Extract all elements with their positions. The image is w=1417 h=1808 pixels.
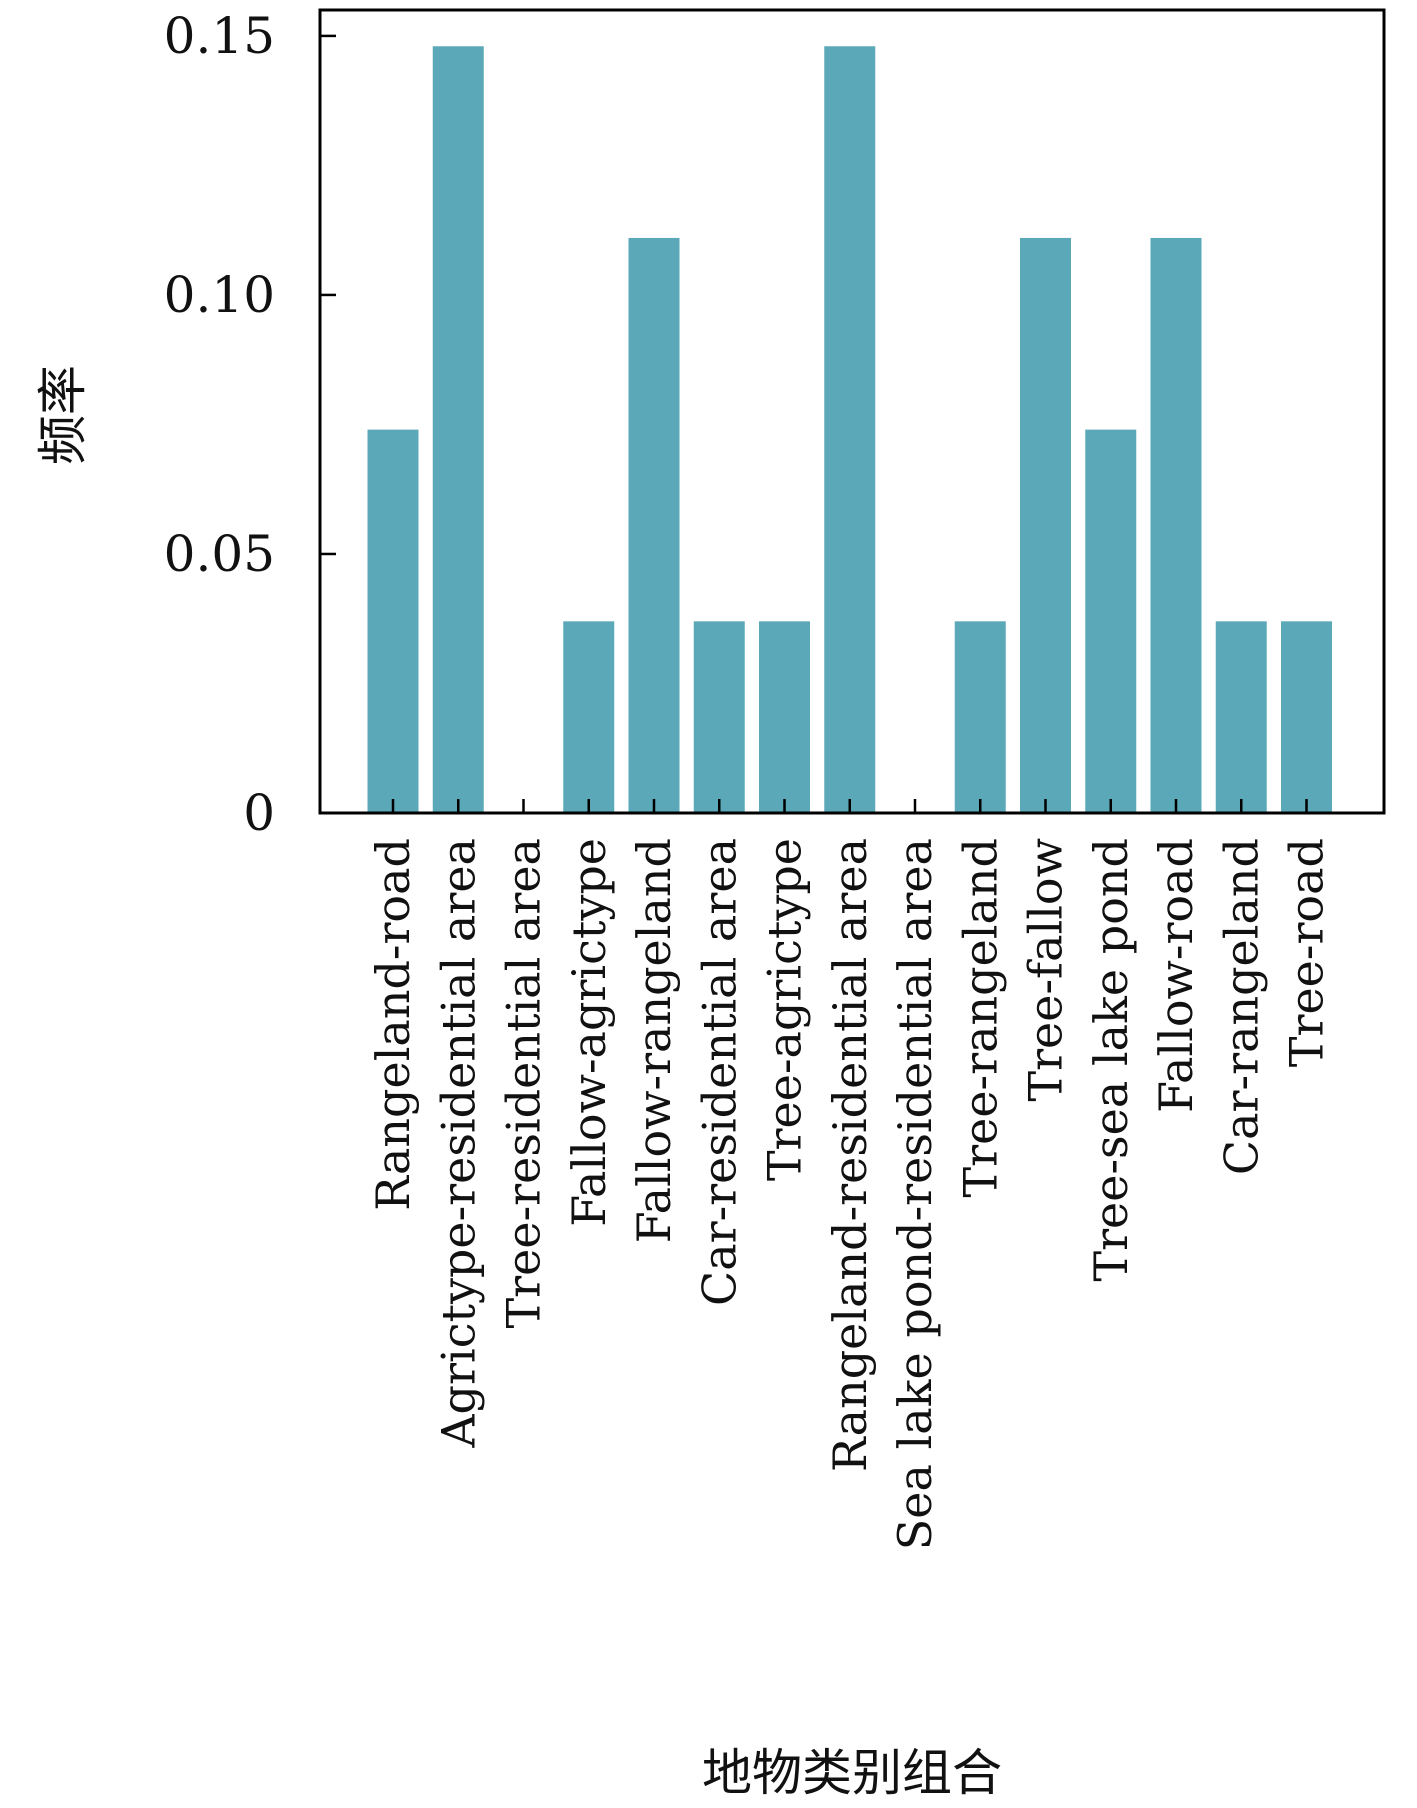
bar-13 — [1215, 621, 1267, 813]
x-tick-label-1: Agrictype-residential area — [431, 838, 485, 1449]
bar-10 — [1020, 237, 1071, 813]
bar-14 — [1281, 621, 1332, 813]
x-tick-label-13: Car-rangeland — [1214, 838, 1268, 1175]
bar-9 — [954, 621, 1006, 813]
plot-frame — [318, 8, 1386, 815]
bar-11 — [1085, 429, 1137, 813]
x-axis-title: 地物类别组合 — [702, 1744, 1002, 1802]
x-axis: Rangeland-road Agrictype-residential area… — [366, 799, 1334, 1550]
x-tick-label-4: Fallow-rangeland — [627, 838, 681, 1243]
x-tick-label-3: Fallow-agrictype — [562, 838, 616, 1227]
x-tick-label-14: Tree-road — [1280, 838, 1334, 1067]
bars-group — [367, 46, 1332, 813]
x-tick-label-11: Tree-sea lake pond — [1084, 838, 1138, 1282]
x-tick-label-12: Fallow-road — [1149, 838, 1203, 1113]
y-tick-label-3: 0.15 — [164, 7, 275, 65]
y-tick-label-0: 0 — [243, 784, 275, 842]
y-tick-label-2: 0.10 — [164, 266, 275, 324]
bar-3 — [563, 621, 615, 813]
x-tick-label-9: Tree-rangeland — [953, 838, 1007, 1198]
bar-12 — [1150, 237, 1202, 813]
bar-7 — [824, 46, 876, 813]
y-tick-label-1: 0.05 — [164, 525, 275, 583]
bar-6 — [759, 621, 810, 813]
y-axis-title: 频率 — [34, 365, 92, 465]
x-tick-label-5: Car-residential area — [692, 838, 746, 1306]
bar-5 — [693, 621, 745, 813]
bar-0 — [367, 429, 419, 813]
x-tick-label-6: Tree-agrictype — [758, 838, 812, 1181]
x-tick-label-7: Rangeland-residential area — [823, 838, 877, 1472]
y-axis: 0 0.05 0.10 0.15 — [164, 7, 336, 842]
x-tick-label-10: Tree-fallow — [1019, 838, 1073, 1102]
bar-4 — [628, 237, 680, 813]
x-tick-label-0: Rangeland-road — [366, 838, 420, 1211]
bar-1 — [432, 46, 484, 813]
x-tick-label-8: Sea lake pond-residential area — [888, 838, 942, 1550]
x-tick-label-2: Tree-residential area — [497, 838, 551, 1329]
